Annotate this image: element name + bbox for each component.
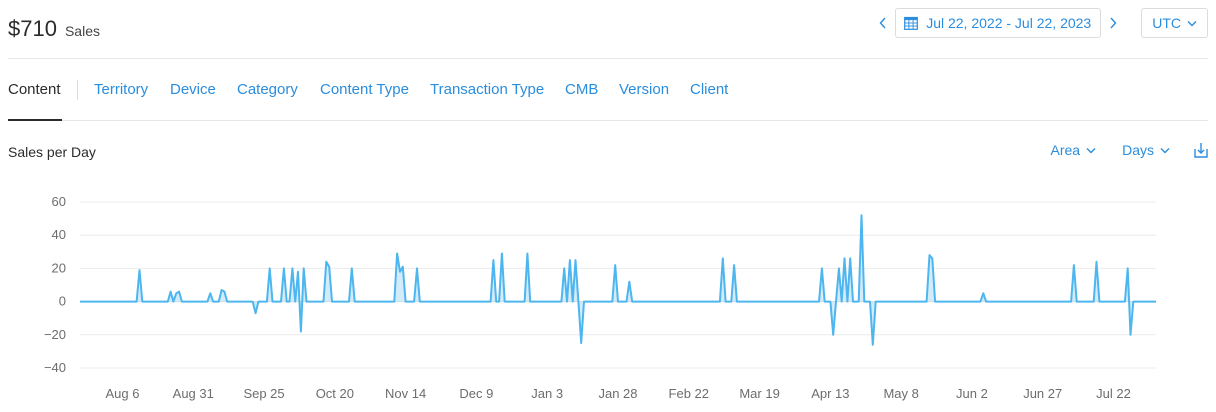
chevron-down-icon — [1086, 147, 1096, 153]
x-tick-label: Dec 9 — [459, 386, 493, 401]
x-tick-label: Mar 19 — [739, 386, 779, 401]
x-tick-label: Feb 22 — [669, 386, 709, 401]
y-tick-label: 20 — [52, 260, 66, 275]
date-range-label: Jul 22, 2022 - Jul 22, 2023 — [926, 15, 1092, 31]
y-tick-label: 0 — [59, 294, 66, 309]
download-icon — [1194, 143, 1208, 158]
granularity-label: Days — [1122, 142, 1154, 158]
date-range-picker[interactable]: Jul 22, 2022 - Jul 22, 2023 — [895, 8, 1102, 38]
download-button[interactable] — [1194, 142, 1208, 158]
tab-content[interactable]: Content — [8, 81, 61, 98]
granularity-dropdown[interactable]: Days — [1122, 142, 1170, 158]
chevron-right-icon — [1110, 17, 1117, 29]
timezone-select[interactable]: UTC — [1141, 8, 1208, 38]
chart-type-label: Area — [1050, 142, 1081, 158]
x-tick-label: May 8 — [883, 386, 918, 401]
tab-divider — [77, 80, 78, 100]
tab-category[interactable]: Category — [237, 81, 298, 98]
sales-total-amount: $710 — [8, 16, 57, 41]
chevron-down-icon — [1187, 20, 1197, 26]
x-tick-label: Sep 25 — [243, 386, 284, 401]
timezone-value: UTC — [1152, 15, 1181, 31]
tab-client[interactable]: Client — [690, 81, 729, 98]
x-tick-label: Aug 31 — [173, 386, 214, 401]
x-tick-label: Oct 20 — [316, 386, 354, 401]
series-line — [80, 214, 1156, 346]
chart-type-dropdown[interactable]: Area — [1051, 142, 1097, 158]
x-tick-label: Nov 14 — [385, 386, 426, 401]
x-tick-label: Aug 6 — [105, 386, 139, 401]
y-tick-label: 60 — [52, 194, 66, 209]
chart-controls: Area Days — [1051, 142, 1208, 158]
x-tick-label: Jul 22 — [1096, 386, 1131, 401]
next-period-button[interactable] — [1105, 12, 1121, 34]
tab-transaction-type[interactable]: Transaction Type — [430, 81, 545, 98]
tab-territory[interactable]: Territory — [94, 81, 149, 98]
x-tick-label: Jan 28 — [598, 386, 637, 401]
chevron-left-icon — [879, 17, 886, 29]
tab-version[interactable]: Version — [619, 81, 670, 98]
x-tick-label: Jan 3 — [531, 386, 563, 401]
sales-total-label: Sales — [64, 23, 100, 39]
tab-device[interactable]: Device — [170, 81, 216, 98]
y-tick-label: −40 — [44, 360, 66, 375]
x-tick-label: Apr 13 — [811, 386, 849, 401]
y-tick-label: 40 — [52, 227, 66, 242]
chevron-down-icon — [1160, 147, 1170, 153]
previous-period-button[interactable] — [875, 12, 891, 34]
tab-content-type[interactable]: Content Type — [320, 81, 409, 98]
x-tick-label: Jun 2 — [956, 386, 988, 401]
tab-cmb[interactable]: CMB — [565, 81, 599, 98]
date-controls: Jul 22, 2022 - Jul 22, 2023 UTC — [875, 8, 1208, 38]
sales-total: $710 Sales — [8, 16, 100, 42]
x-tick-label: Jun 27 — [1023, 386, 1062, 401]
y-tick-label: −20 — [44, 327, 66, 342]
sales-area-chart: 60 40 20 0 −20 −40 Aug 6 Aug 31 Sep 25 Oct 20 Nov… — [44, 194, 1156, 401]
report-header: $710 Sales Jul 22, 2022 - Jul 22, 2023 — [8, 0, 1208, 59]
active-tab-indicator — [8, 119, 62, 121]
calendar-icon — [904, 16, 919, 30]
dimension-tabs: Content Territory Device Category Conten… — [8, 58, 1208, 121]
chart-title: Sales per Day — [8, 144, 96, 160]
